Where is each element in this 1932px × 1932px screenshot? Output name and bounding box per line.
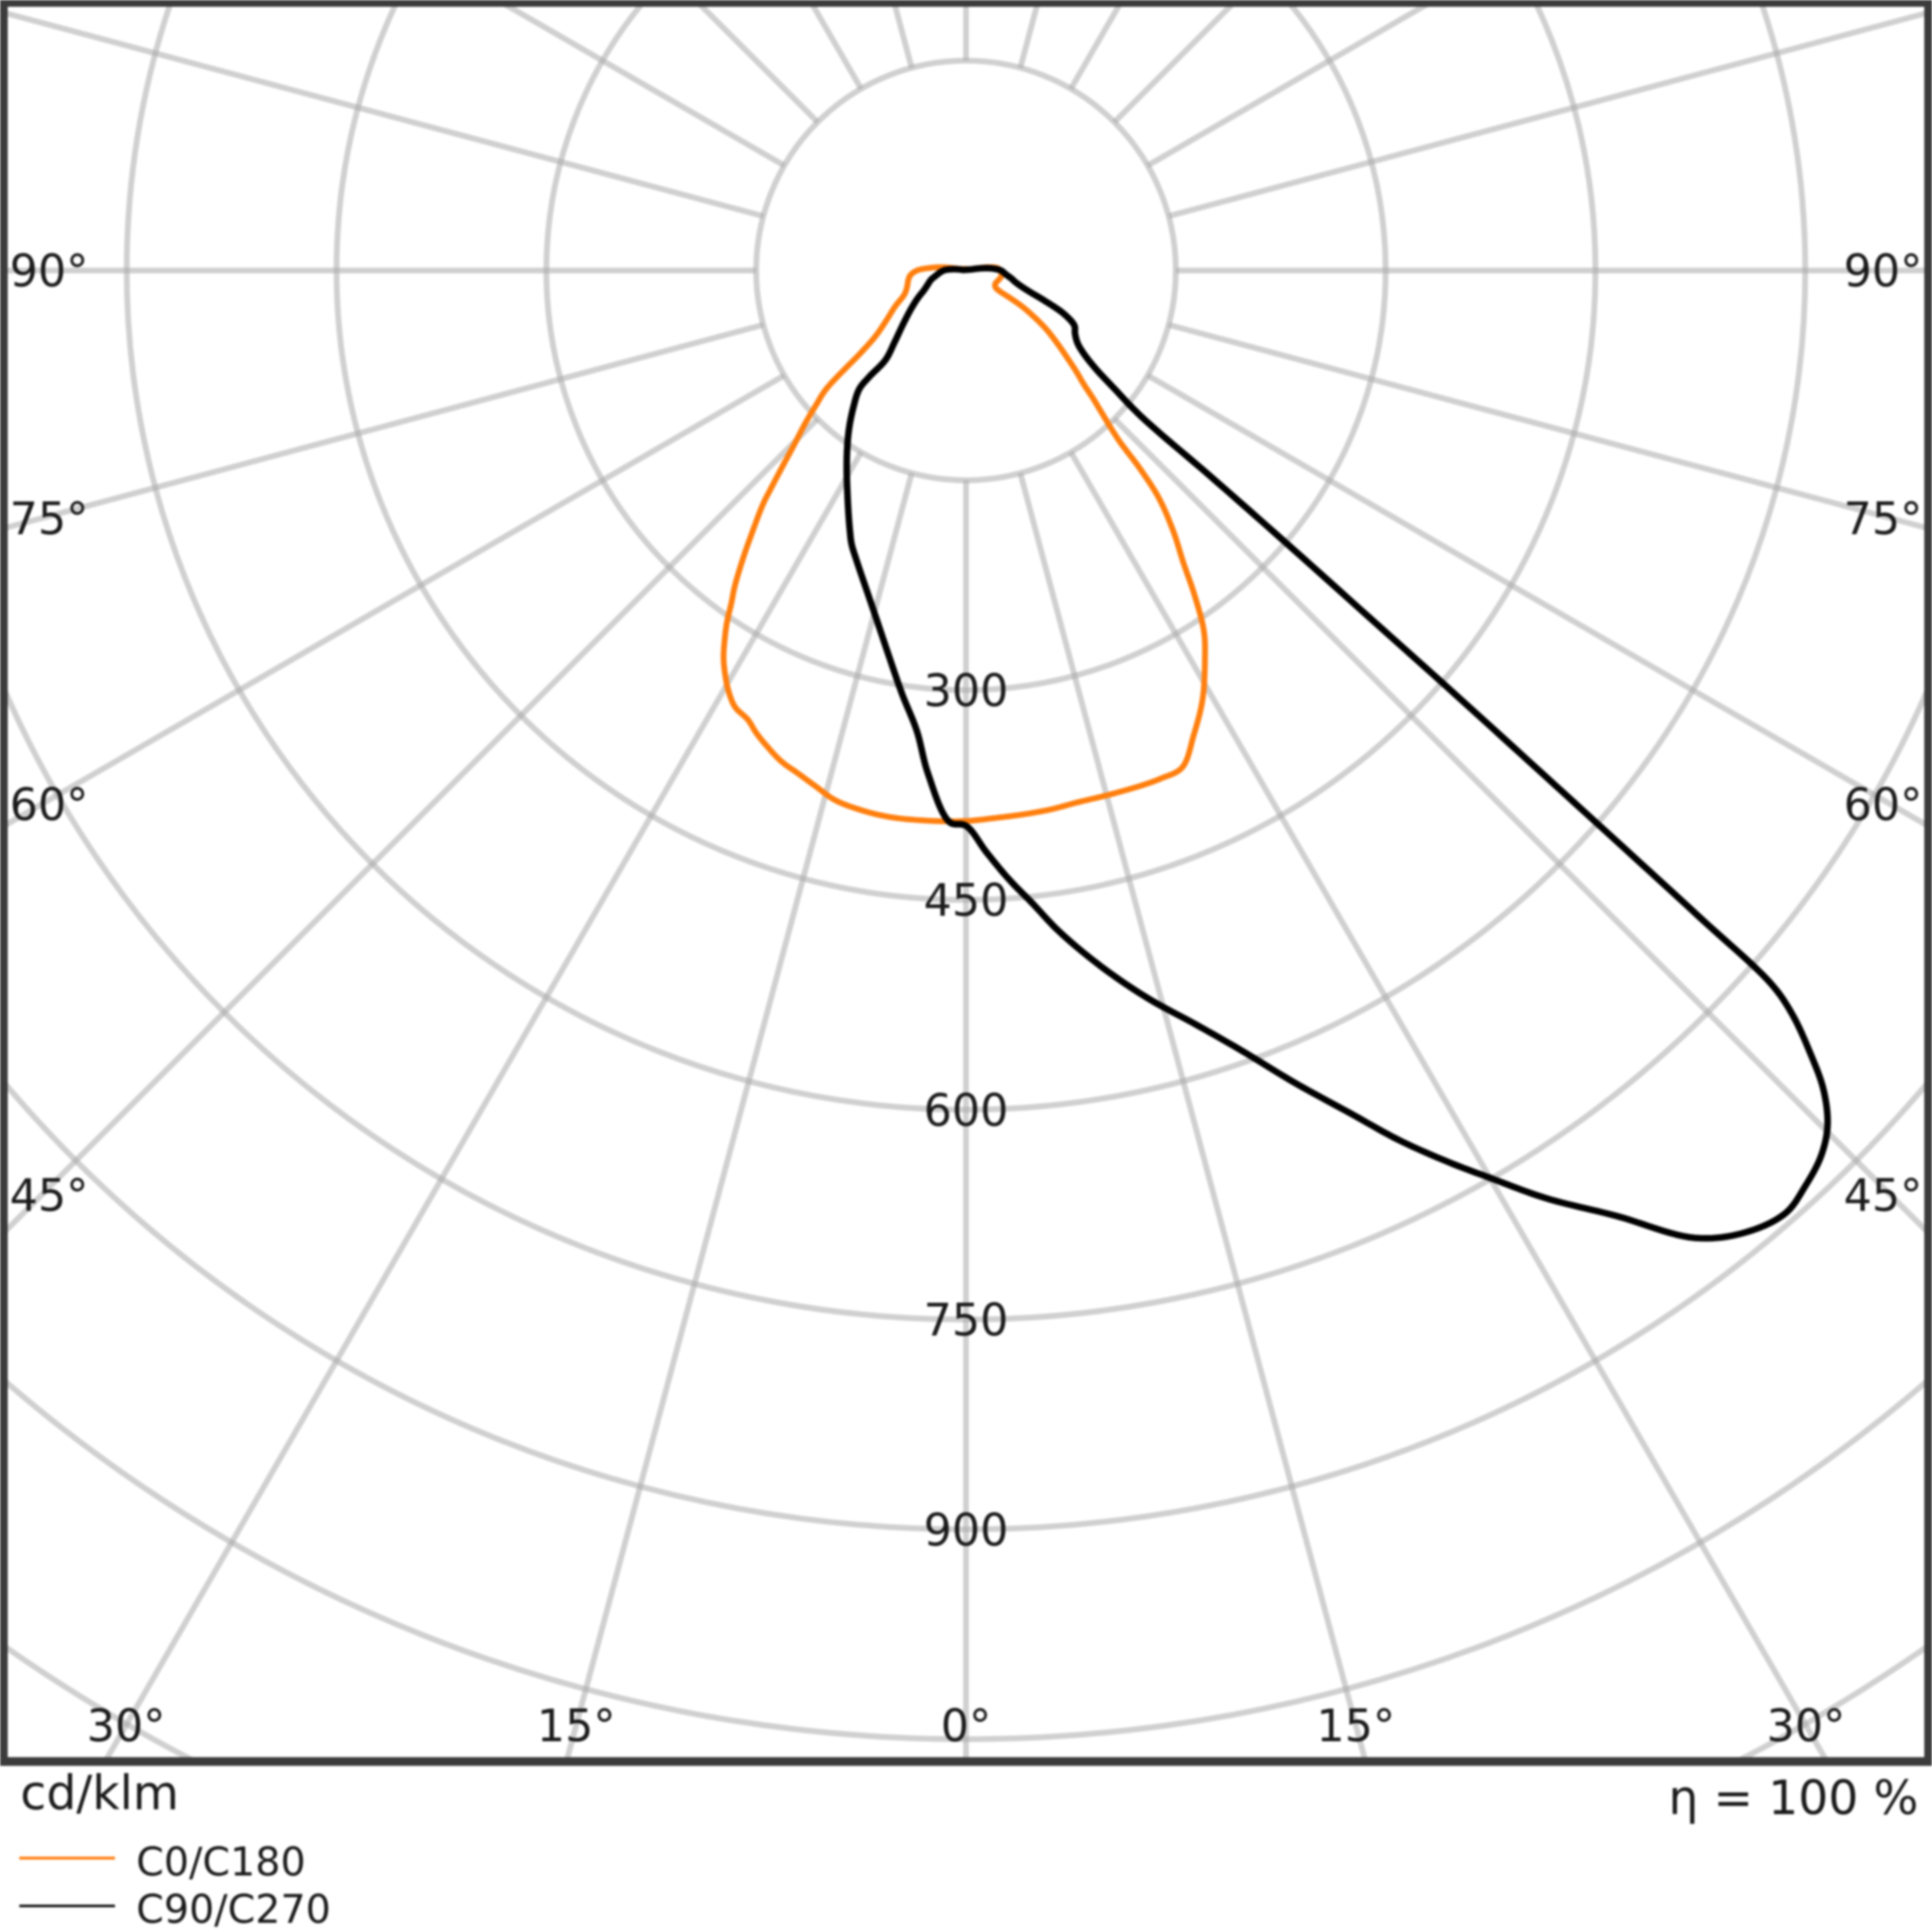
legend-label-c0-c180: C0/C180	[136, 1839, 305, 1886]
grid-radial-285	[8, 322, 764, 530]
angle-label-right-90: 90°	[1843, 245, 1922, 298]
grid-radial-240	[503, 7, 786, 168]
angle-label-right-60: 60°	[1843, 779, 1922, 831]
grid-radial-330	[103, 450, 864, 1757]
tick-labels: 300 450 600 750 900 0° 15° 15° 30° 30° 45° 45° 60° 60…	[10, 245, 1922, 1752]
grid-radial-75	[1168, 322, 1924, 530]
angle-label-bottom-15: 15°	[1317, 1700, 1396, 1752]
grid-radial-45	[1112, 416, 1924, 1234]
grid-radial-300	[8, 373, 786, 828]
legend: C0/C180 C90/C270	[19, 1839, 331, 1932]
curve-c0-c180	[721, 264, 1208, 825]
radius-label-600: 600	[923, 1084, 1009, 1136]
angle-label-bottom-0: 0°	[941, 1700, 991, 1752]
radius-label-900: 900	[923, 1504, 1009, 1556]
grid-radial-15	[1017, 472, 1368, 1757]
angle-label-left-45: 45°	[10, 1170, 89, 1222]
radius-label-300: 300	[923, 665, 1009, 717]
grid-radial-345	[564, 472, 915, 1757]
legend-label-c90-c270: C90/C270	[136, 1887, 331, 1932]
grid-radial-255	[8, 11, 764, 219]
grid-radial-120	[1146, 7, 1429, 168]
grid-radial-105	[1168, 11, 1924, 219]
plot-frame	[0, 0, 1932, 1766]
angle-label-right-45: 45°	[1843, 1170, 1922, 1222]
angle-label-right-75: 75°	[1843, 493, 1922, 545]
curve-c90-c270	[843, 265, 1832, 1242]
radius-label-750: 750	[923, 1294, 1009, 1347]
angle-label-left-60: 60°	[10, 779, 89, 831]
distribution-curves	[721, 264, 1832, 1242]
angle-label-bottom-15-left: 15°	[537, 1700, 616, 1752]
grid-radial-315	[8, 416, 820, 1234]
angle-label-left-90: 90°	[10, 245, 89, 298]
radius-label-450: 450	[923, 874, 1009, 926]
grid-radial-60	[1146, 373, 1924, 828]
angle-label-bottom-30: 30°	[1767, 1700, 1846, 1752]
grid-radial-30	[1068, 450, 1829, 1757]
angle-label-bottom-30-left: 30°	[87, 1700, 166, 1752]
angle-label-left-75: 75°	[10, 493, 89, 545]
units-label: cd/klm	[20, 1766, 179, 1821]
efficiency-label: η = 100 %	[1668, 1771, 1918, 1826]
